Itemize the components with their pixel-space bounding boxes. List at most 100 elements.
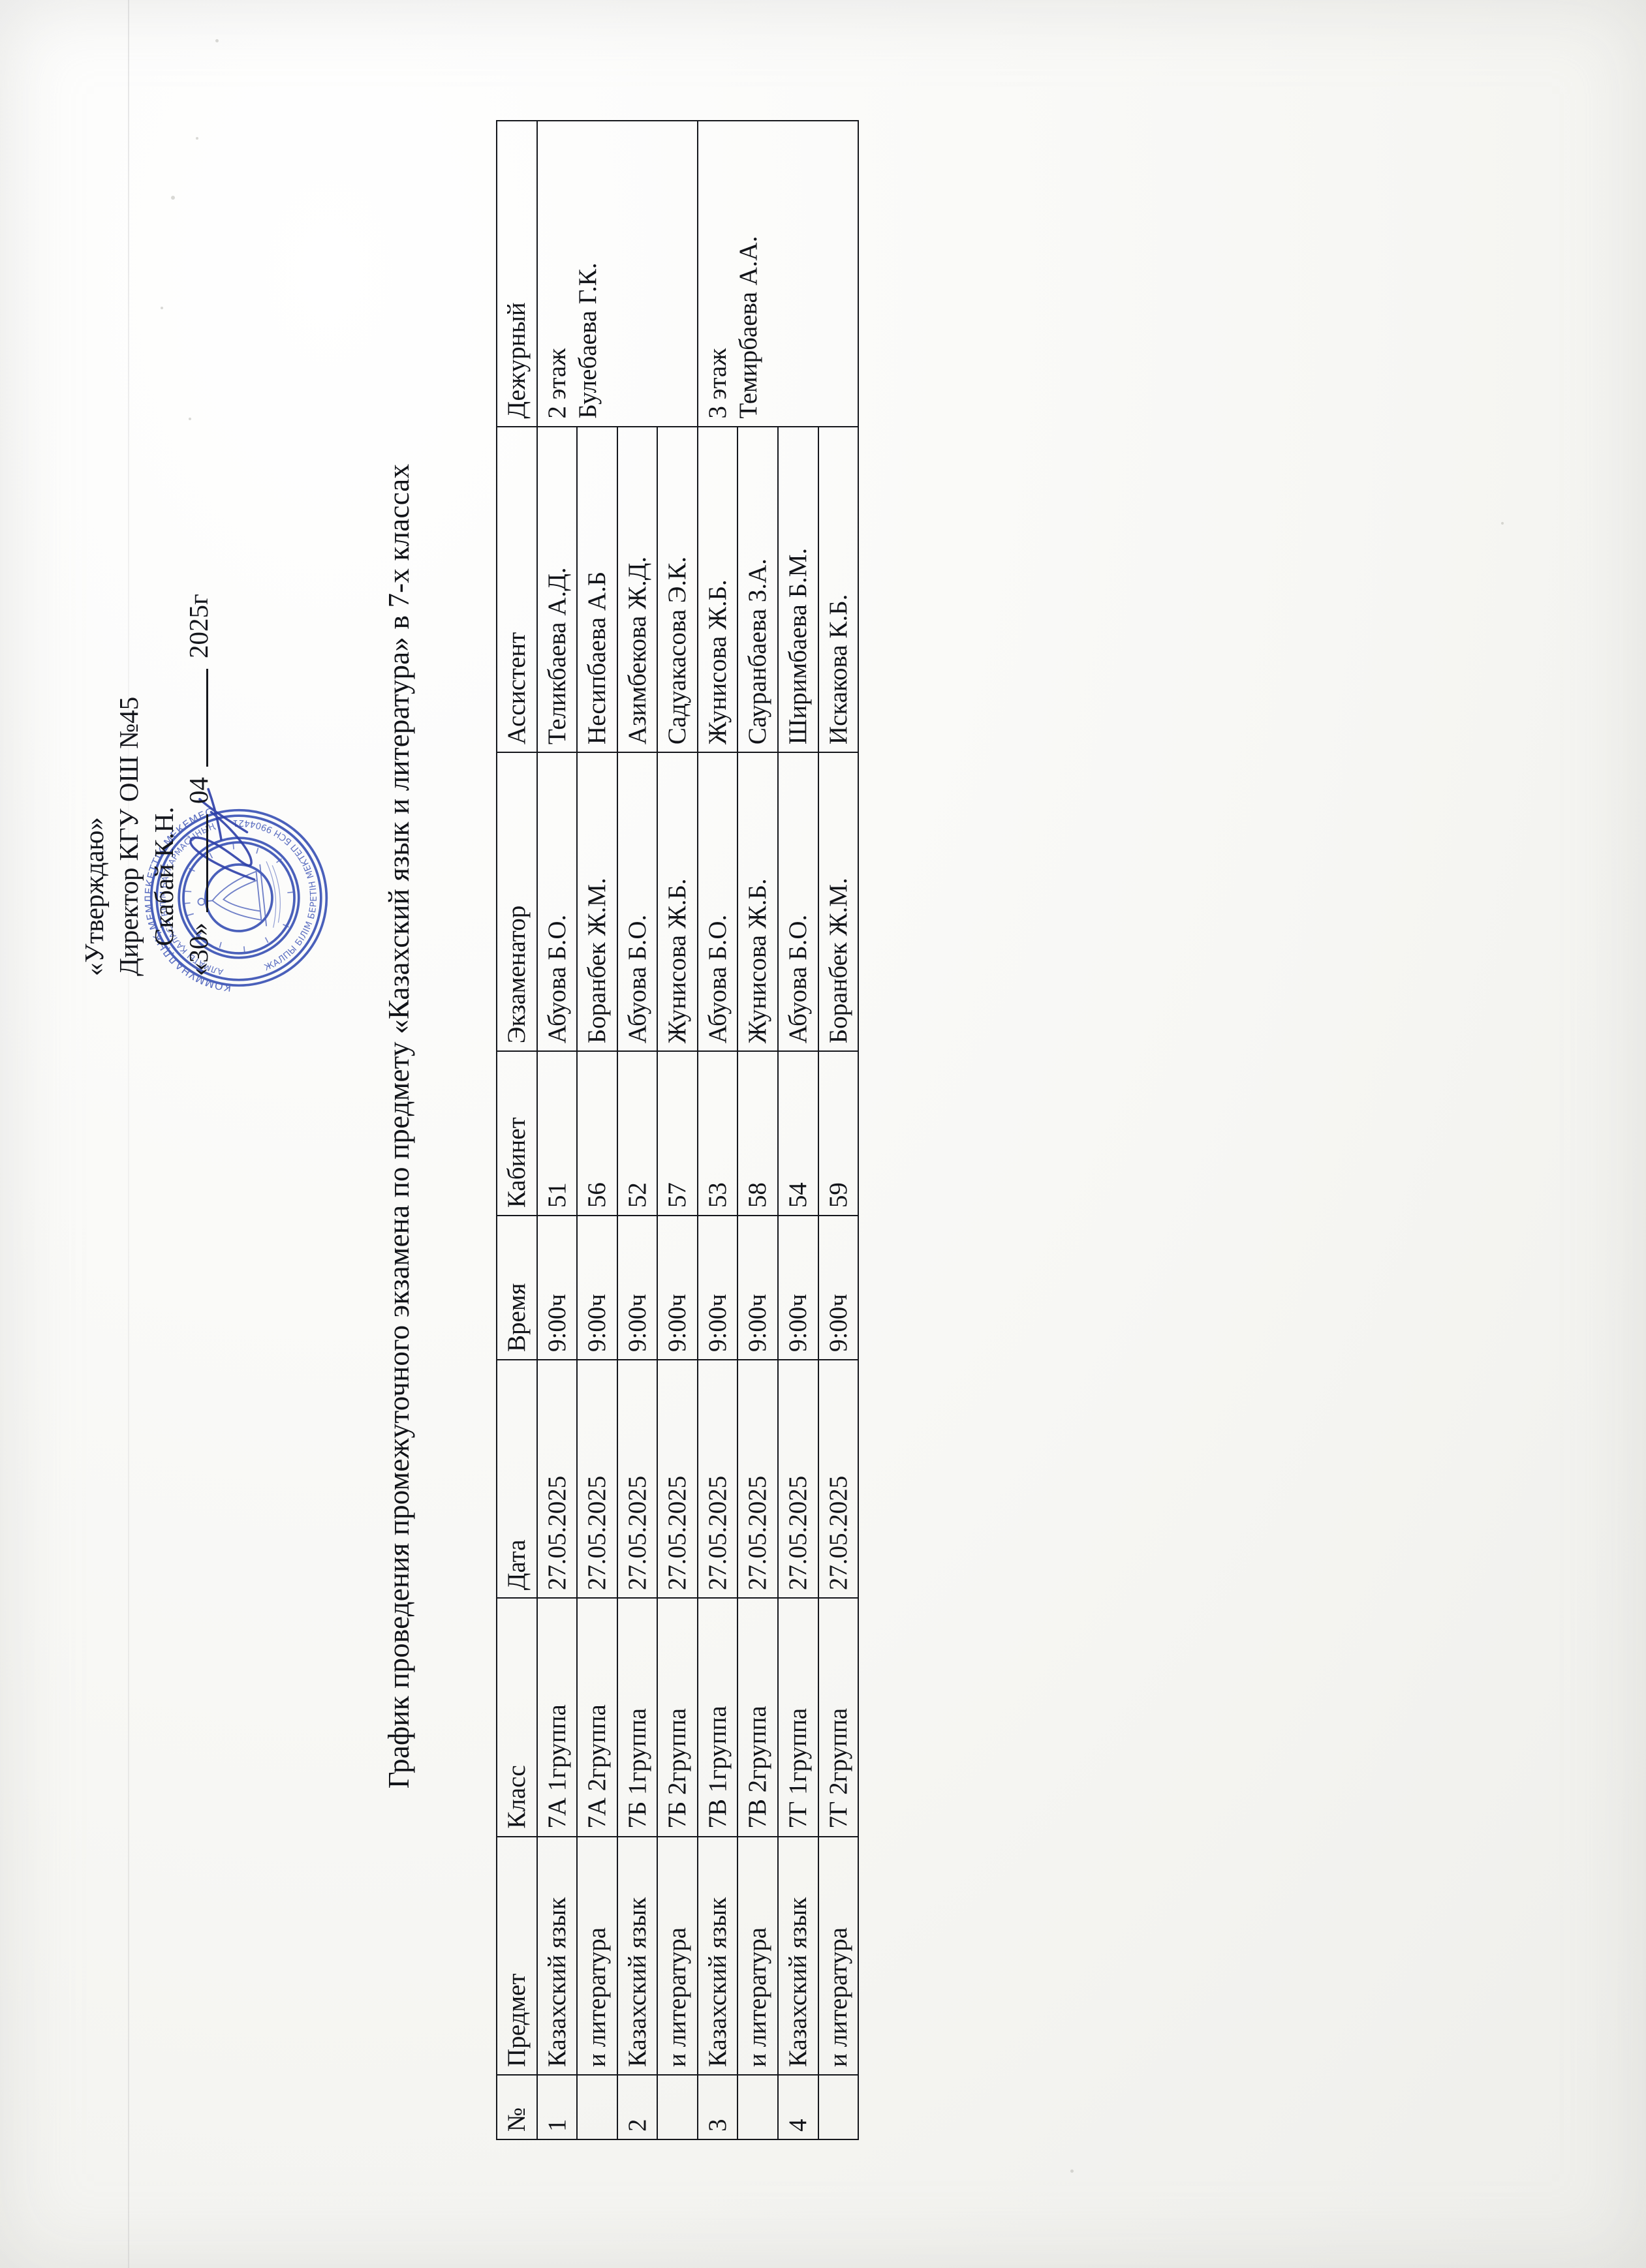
cell-cabinet: 56 <box>577 1051 617 1216</box>
cell-examiner: Жунисова Ж.Б. <box>657 752 698 1052</box>
duty-person-name: Булебаева Г.К. <box>574 262 602 419</box>
cell-time: 9:00ч <box>657 1216 698 1360</box>
cell-assistant: Ширимбаева Б.М. <box>778 426 818 753</box>
cell-subject: Казахский язык <box>697 1836 738 2075</box>
cell-assistant: Сауранбаева З.А. <box>738 426 779 753</box>
cell-assistant: Азимбекова Ж.Д. <box>617 426 658 753</box>
year-underline <box>206 669 209 767</box>
cell-class: 7Г 2группа <box>818 1598 859 1837</box>
page-fold-line <box>128 0 129 2268</box>
cell-date: 27.05.2025 <box>536 1359 578 1599</box>
cell-subject: Казахский язык <box>536 1836 578 2075</box>
cell-time: 9:00ч <box>697 1216 738 1360</box>
cell-no: 1 <box>536 2074 578 2139</box>
cell-date: 27.05.2025 <box>738 1359 779 1599</box>
subject-line-1: Казахский язык <box>623 1897 651 2067</box>
cell-no: 3 <box>697 2074 738 2139</box>
page-title: График проведения промежуточного экзамен… <box>382 463 415 1789</box>
cell-examiner: Абуова Б.О. <box>536 752 578 1052</box>
table-header-row: № Предмет Класс Дата Время Кабинет Экзам… <box>497 121 537 2139</box>
cell-cabinet: 51 <box>536 1051 578 1216</box>
table-row: 1 Казахский язык 7А 1группа 27.05.2025 9… <box>536 121 698 2139</box>
subject-line-1: Казахский язык <box>784 1897 813 2067</box>
approval-month: 04 <box>183 777 213 804</box>
cell-no <box>577 2074 617 2139</box>
col-header-date: Дата <box>497 1359 537 1599</box>
cell-assistant: Жунисова Ж.Б. <box>697 426 738 753</box>
date-underline <box>206 814 209 912</box>
cell-duty-floor-3: 3 этаж Темирбаева А.А. <box>697 121 859 427</box>
cell-examiner: Боранбек Ж.М. <box>818 752 859 1052</box>
approval-date-row: «30» 04 2025г <box>181 467 216 976</box>
cell-no: 4 <box>778 2074 818 2139</box>
cell-subject: и литература <box>738 1836 779 2075</box>
cell-no <box>818 2074 859 2139</box>
cell-assistant: Несипбаева А.Б <box>577 426 617 753</box>
table-row: 3 Казахский язык 7В 1группа 27.05.2025 9… <box>697 121 859 2139</box>
subject-line-2: и литература <box>663 1927 692 2067</box>
cell-date: 27.05.2025 <box>697 1359 738 1599</box>
cell-examiner: Абуова Б.О. <box>778 752 818 1052</box>
subject-line-1: Казахский язык <box>703 1897 732 2067</box>
approval-day: «30» <box>183 923 213 976</box>
cell-duty-floor-2: 2 этаж Булебаева Г.К. <box>536 121 698 427</box>
cell-time: 9:00ч <box>577 1216 617 1360</box>
duty-person-name: Темирбаева А.А. <box>734 236 763 419</box>
cell-class: 7Б 1группа <box>617 1598 658 1837</box>
cell-class: 7А 2группа <box>577 1598 617 1837</box>
cell-date: 27.05.2025 <box>657 1359 698 1599</box>
cell-subject: Казахский язык <box>778 1836 818 2075</box>
schedule-table-wrapper: № Предмет Класс Дата Время Кабинет Экзам… <box>496 117 859 2140</box>
subject-line-2: и литература <box>583 1927 612 2067</box>
cell-subject: Казахский язык <box>617 1836 658 2075</box>
col-header-examiner: Экзаменатор <box>497 752 537 1052</box>
director-title: Директор КГУ ОШ №45 <box>114 696 144 976</box>
cell-date: 27.05.2025 <box>818 1359 859 1599</box>
cell-no <box>657 2074 698 2139</box>
cell-examiner: Абуова Б.О. <box>617 752 658 1052</box>
cell-date: 27.05.2025 <box>617 1359 658 1599</box>
col-header-time: Время <box>497 1216 537 1360</box>
cell-time: 9:00ч <box>778 1216 818 1360</box>
cell-no <box>738 2074 779 2139</box>
cell-cabinet: 59 <box>818 1051 859 1216</box>
cell-class: 7В 1группа <box>697 1598 738 1837</box>
col-header-cabinet: Кабинет <box>497 1051 537 1216</box>
signature <box>166 758 277 901</box>
col-header-class: Класс <box>497 1598 537 1837</box>
duty-floor-label: 3 этаж <box>703 348 732 419</box>
duty-floor-label: 2 этаж <box>542 348 571 419</box>
cell-time: 9:00ч <box>617 1216 658 1360</box>
subject-line-1: Казахский язык <box>542 1897 571 2067</box>
cell-time: 9:00ч <box>818 1216 859 1360</box>
cell-date: 27.05.2025 <box>577 1359 617 1599</box>
approval-year: 2025г <box>183 594 213 658</box>
cell-date: 27.05.2025 <box>778 1359 818 1599</box>
cell-assistant: Искакова К.Б. <box>818 426 859 753</box>
director-name: Скабай К.Н. <box>148 806 179 946</box>
official-stamp-icon: КОММУНАЛДЫҚ МЕМЛЕКЕТТІК МЕКЕМЕСІ ЖАЛПЫ Б… <box>112 776 361 1024</box>
cell-subject: и литература <box>818 1836 859 2075</box>
cell-time: 9:00ч <box>536 1216 578 1360</box>
cell-class: 7Г 1группа <box>778 1598 818 1837</box>
cell-examiner: Боранбек Ж.М. <box>577 752 617 1052</box>
approval-block: «Утверждаю» Директор КГУ ОШ №45 Скабай К… <box>77 467 216 976</box>
col-header-assistant: Ассистент <box>497 426 537 753</box>
cell-cabinet: 52 <box>617 1051 658 1216</box>
col-header-subject: Предмет <box>497 1836 537 2075</box>
cell-cabinet: 54 <box>778 1051 818 1216</box>
cell-cabinet: 58 <box>738 1051 779 1216</box>
cell-cabinet: 53 <box>697 1051 738 1216</box>
cell-time: 9:00ч <box>738 1216 779 1360</box>
cell-assistant: Теликбаева А.Д. <box>536 426 578 753</box>
approval-word: «Утверждаю» <box>79 817 109 976</box>
col-header-no: № <box>497 2074 537 2139</box>
cell-cabinet: 57 <box>657 1051 698 1216</box>
cell-class: 7Б 2группа <box>657 1598 698 1837</box>
subject-line-2: и литература <box>824 1927 852 2067</box>
cell-examiner: Абуова Б.О. <box>697 752 738 1052</box>
schedule-table: № Предмет Класс Дата Время Кабинет Экзам… <box>496 120 859 2140</box>
subject-line-2: и литература <box>743 1927 772 2067</box>
cell-assistant: Садуакасова Э.К. <box>657 426 698 753</box>
